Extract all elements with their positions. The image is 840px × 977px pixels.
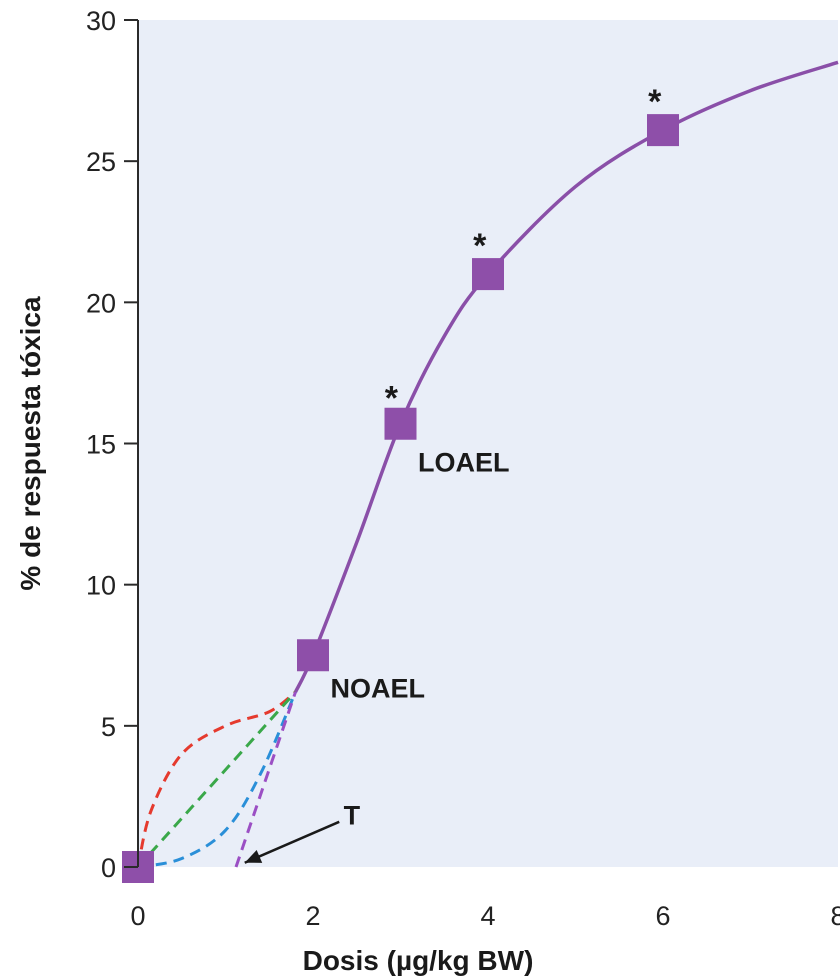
- y-ticks: 0 5 10 15 20 25 30: [86, 6, 138, 883]
- annotations-layer: NOAEL LOAEL * * * T: [244, 83, 662, 864]
- main-curve: [293, 60, 839, 693]
- data-point-marker: [384, 407, 417, 440]
- annotation-label: LOAEL: [418, 448, 510, 478]
- arrow-head: [244, 849, 263, 863]
- y-tick-label: 15: [86, 430, 116, 460]
- data-point-marker: [297, 639, 329, 672]
- arrow-line: [244, 820, 340, 864]
- y-tick-label: 5: [101, 712, 116, 742]
- y-tick-label: 10: [86, 571, 116, 601]
- x-ticks: 0 2 4 6 8: [130, 901, 840, 931]
- dashed-curve: [234, 691, 297, 868]
- curves-layer: [136, 60, 839, 869]
- plot-area: [138, 20, 838, 867]
- x-tick-label: 0: [130, 901, 145, 931]
- y-tick-label: 20: [86, 288, 116, 318]
- x-tick-label: 8: [830, 901, 840, 931]
- x-axis-title: Dosis (µg/kg BW): [303, 945, 534, 976]
- y-tick-label: 30: [86, 6, 116, 36]
- dashed-curve: [136, 690, 297, 869]
- y-tick-label: 0: [101, 853, 116, 883]
- significance-star: *: [648, 83, 662, 121]
- significance-star: *: [385, 380, 399, 418]
- x-tick-label: 2: [305, 901, 320, 931]
- dashed-curve: [137, 691, 297, 869]
- annotation-label: T: [344, 801, 361, 831]
- significance-star: *: [473, 227, 487, 265]
- y-axis-title: % de respuesta tóxica: [15, 296, 46, 591]
- y-tick-label: 25: [86, 147, 116, 177]
- x-tick-label: 4: [480, 901, 495, 931]
- x-tick-label: 6: [655, 901, 670, 931]
- data-point-marker: [472, 258, 504, 291]
- dashed-curve: [136, 690, 297, 868]
- annotation-label: NOAEL: [331, 674, 426, 704]
- data-point-marker: [647, 114, 679, 147]
